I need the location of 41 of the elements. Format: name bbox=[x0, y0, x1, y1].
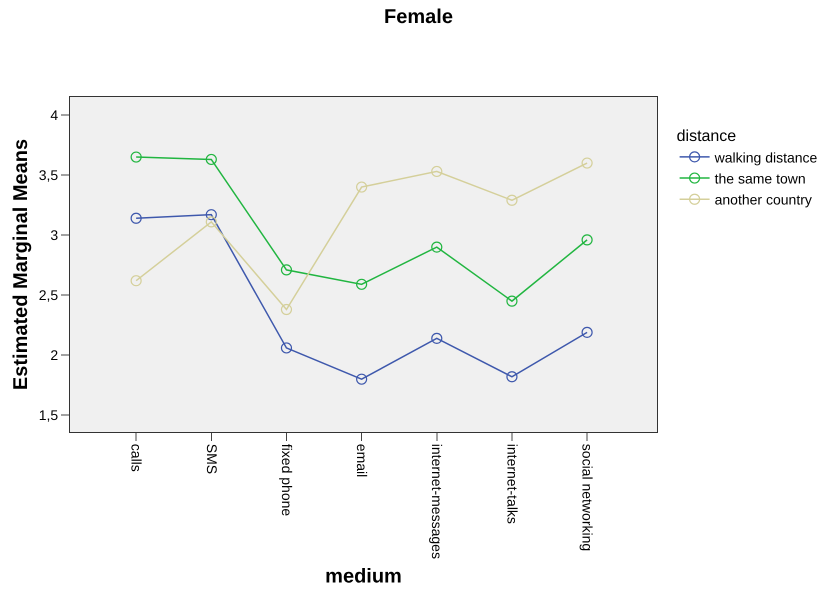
point bbox=[582, 157, 593, 169]
x-tick-label: internet-messages bbox=[429, 444, 446, 559]
x-axis-title: medium bbox=[325, 565, 402, 588]
x-tick-label: SMS bbox=[204, 444, 220, 474]
point bbox=[356, 374, 368, 385]
y-tick-label: 2 bbox=[50, 347, 58, 364]
point bbox=[206, 216, 217, 228]
y-axis-title: Estimated Marginal Means bbox=[10, 138, 32, 390]
legend-label: another country bbox=[714, 192, 812, 208]
point bbox=[582, 234, 593, 246]
point bbox=[130, 151, 142, 163]
point bbox=[431, 332, 442, 344]
point bbox=[280, 264, 292, 276]
y-tick-label: 2,5 bbox=[38, 287, 58, 304]
point bbox=[130, 212, 142, 224]
legend-label: walking distance bbox=[714, 149, 818, 166]
point bbox=[582, 326, 593, 338]
point bbox=[280, 342, 292, 354]
point bbox=[431, 166, 442, 178]
point bbox=[431, 241, 442, 253]
point bbox=[130, 275, 142, 286]
x-tick-label: fixed phone bbox=[278, 444, 295, 516]
x-tick-label: calls bbox=[128, 444, 145, 472]
point bbox=[506, 194, 518, 206]
point bbox=[206, 154, 217, 166]
point bbox=[280, 304, 292, 316]
x-tick-label: social networking bbox=[580, 444, 596, 552]
y-tick-label: 3,5 bbox=[38, 166, 58, 183]
point bbox=[506, 296, 518, 307]
x-tick-label: email bbox=[354, 444, 370, 478]
legend-title: distance bbox=[676, 128, 736, 146]
point bbox=[356, 278, 368, 290]
y-tick-label: 1,5 bbox=[38, 407, 58, 424]
legend-label: the same town bbox=[714, 170, 806, 187]
chart-title: Female bbox=[384, 6, 453, 28]
x-tick-label: internet-talks bbox=[504, 444, 520, 524]
point bbox=[206, 209, 217, 220]
y-tick-label: 4 bbox=[50, 106, 58, 123]
y-tick-label: 3 bbox=[50, 226, 58, 243]
point bbox=[506, 371, 518, 382]
point bbox=[356, 181, 368, 193]
